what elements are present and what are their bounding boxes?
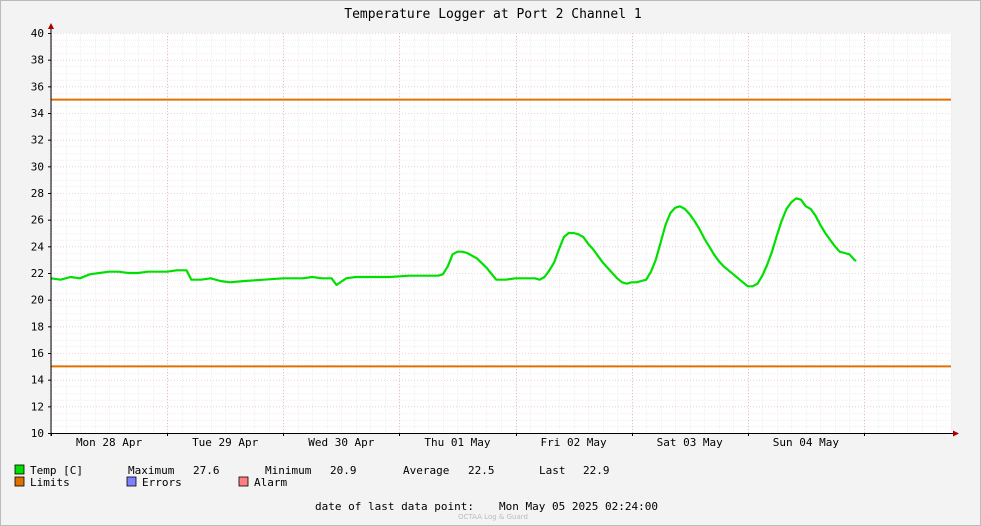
legend-label-alarm: Alarm <box>254 476 287 489</box>
plot-area <box>51 33 951 433</box>
last-data-point-value: Mon May 05 2025 02:24:00 <box>499 500 658 513</box>
stat-last-label: Last <box>539 464 566 477</box>
y-tick-label: 16 <box>31 347 44 360</box>
temp-series-line <box>50 197 857 288</box>
stat-maximum-label: Maximum <box>128 464 175 477</box>
x-tick-label: Sat 03 May <box>657 436 724 449</box>
y-tick-label: 26 <box>31 214 44 227</box>
y-tick-label: 20 <box>31 294 44 307</box>
y-tick-label: 34 <box>31 107 45 120</box>
y-tick-label: 32 <box>31 134 44 147</box>
x-tick-label: Mon 28 Apr <box>76 436 143 449</box>
y-tick-label: 30 <box>31 160 44 173</box>
y-tick-label: 28 <box>31 187 44 200</box>
y-tick-label: 12 <box>31 400 44 413</box>
y-tick-label: 40 <box>31 27 44 40</box>
stat-minimum-value: 20.9 <box>330 464 357 477</box>
legend-swatch-errors <box>126 476 137 487</box>
stat-average-value: 22.5 <box>468 464 495 477</box>
legend: Temp [C] Maximum 27.6 Minimum 20.9 Avera… <box>14 464 610 489</box>
stat-last-value: 22.9 <box>583 464 610 477</box>
watermark: OCTAA Log & Guard <box>458 513 528 521</box>
stat-minimum-label: Minimum <box>265 464 312 477</box>
y-tick-label: 14 <box>31 374 45 387</box>
x-tick-label: Tue 29 Apr <box>192 436 259 449</box>
y-tick-labels: 10 12 14 16 18 20 22 24 26 28 30 32 34 36 38 40 <box>31 27 45 440</box>
axes <box>48 23 959 437</box>
limit-lines <box>51 98 951 368</box>
legend-label-temp: Temp [C] <box>30 464 83 477</box>
x-tick-label: Wed 30 Apr <box>308 436 375 449</box>
x-tick-labels: Mon 28 Apr Tue 29 Apr Wed 30 Apr Thu 01 May… <box>76 436 839 449</box>
y-tick-label: 22 <box>31 267 44 280</box>
y-tick-label: 24 <box>31 240 45 253</box>
y-tick-label: 10 <box>31 427 44 440</box>
legend-swatch-alarm <box>238 476 249 487</box>
stat-average-label: Average <box>403 464 449 477</box>
y-axis-arrow <box>48 23 54 29</box>
chart-title: Temperature Logger at Port 2 Channel 1 <box>344 7 641 22</box>
x-tick-label: Sun 04 May <box>773 436 840 449</box>
y-tick-label: 18 <box>31 320 44 333</box>
y-tick-label: 36 <box>31 80 44 93</box>
y-tick-label: 38 <box>31 54 44 67</box>
legend-label-errors: Errors <box>142 476 182 489</box>
last-data-point-label: date of last data point: <box>315 500 474 513</box>
legend-swatch-temp <box>14 464 25 475</box>
legend-label-limits: Limits <box>30 476 70 489</box>
x-tick-label: Fri 02 May <box>540 436 607 449</box>
x-tick-label: Thu 01 May <box>424 436 491 449</box>
legend-swatch-limits <box>14 476 25 487</box>
x-axis-arrow <box>953 430 959 437</box>
stat-maximum-value: 27.6 <box>193 464 220 477</box>
